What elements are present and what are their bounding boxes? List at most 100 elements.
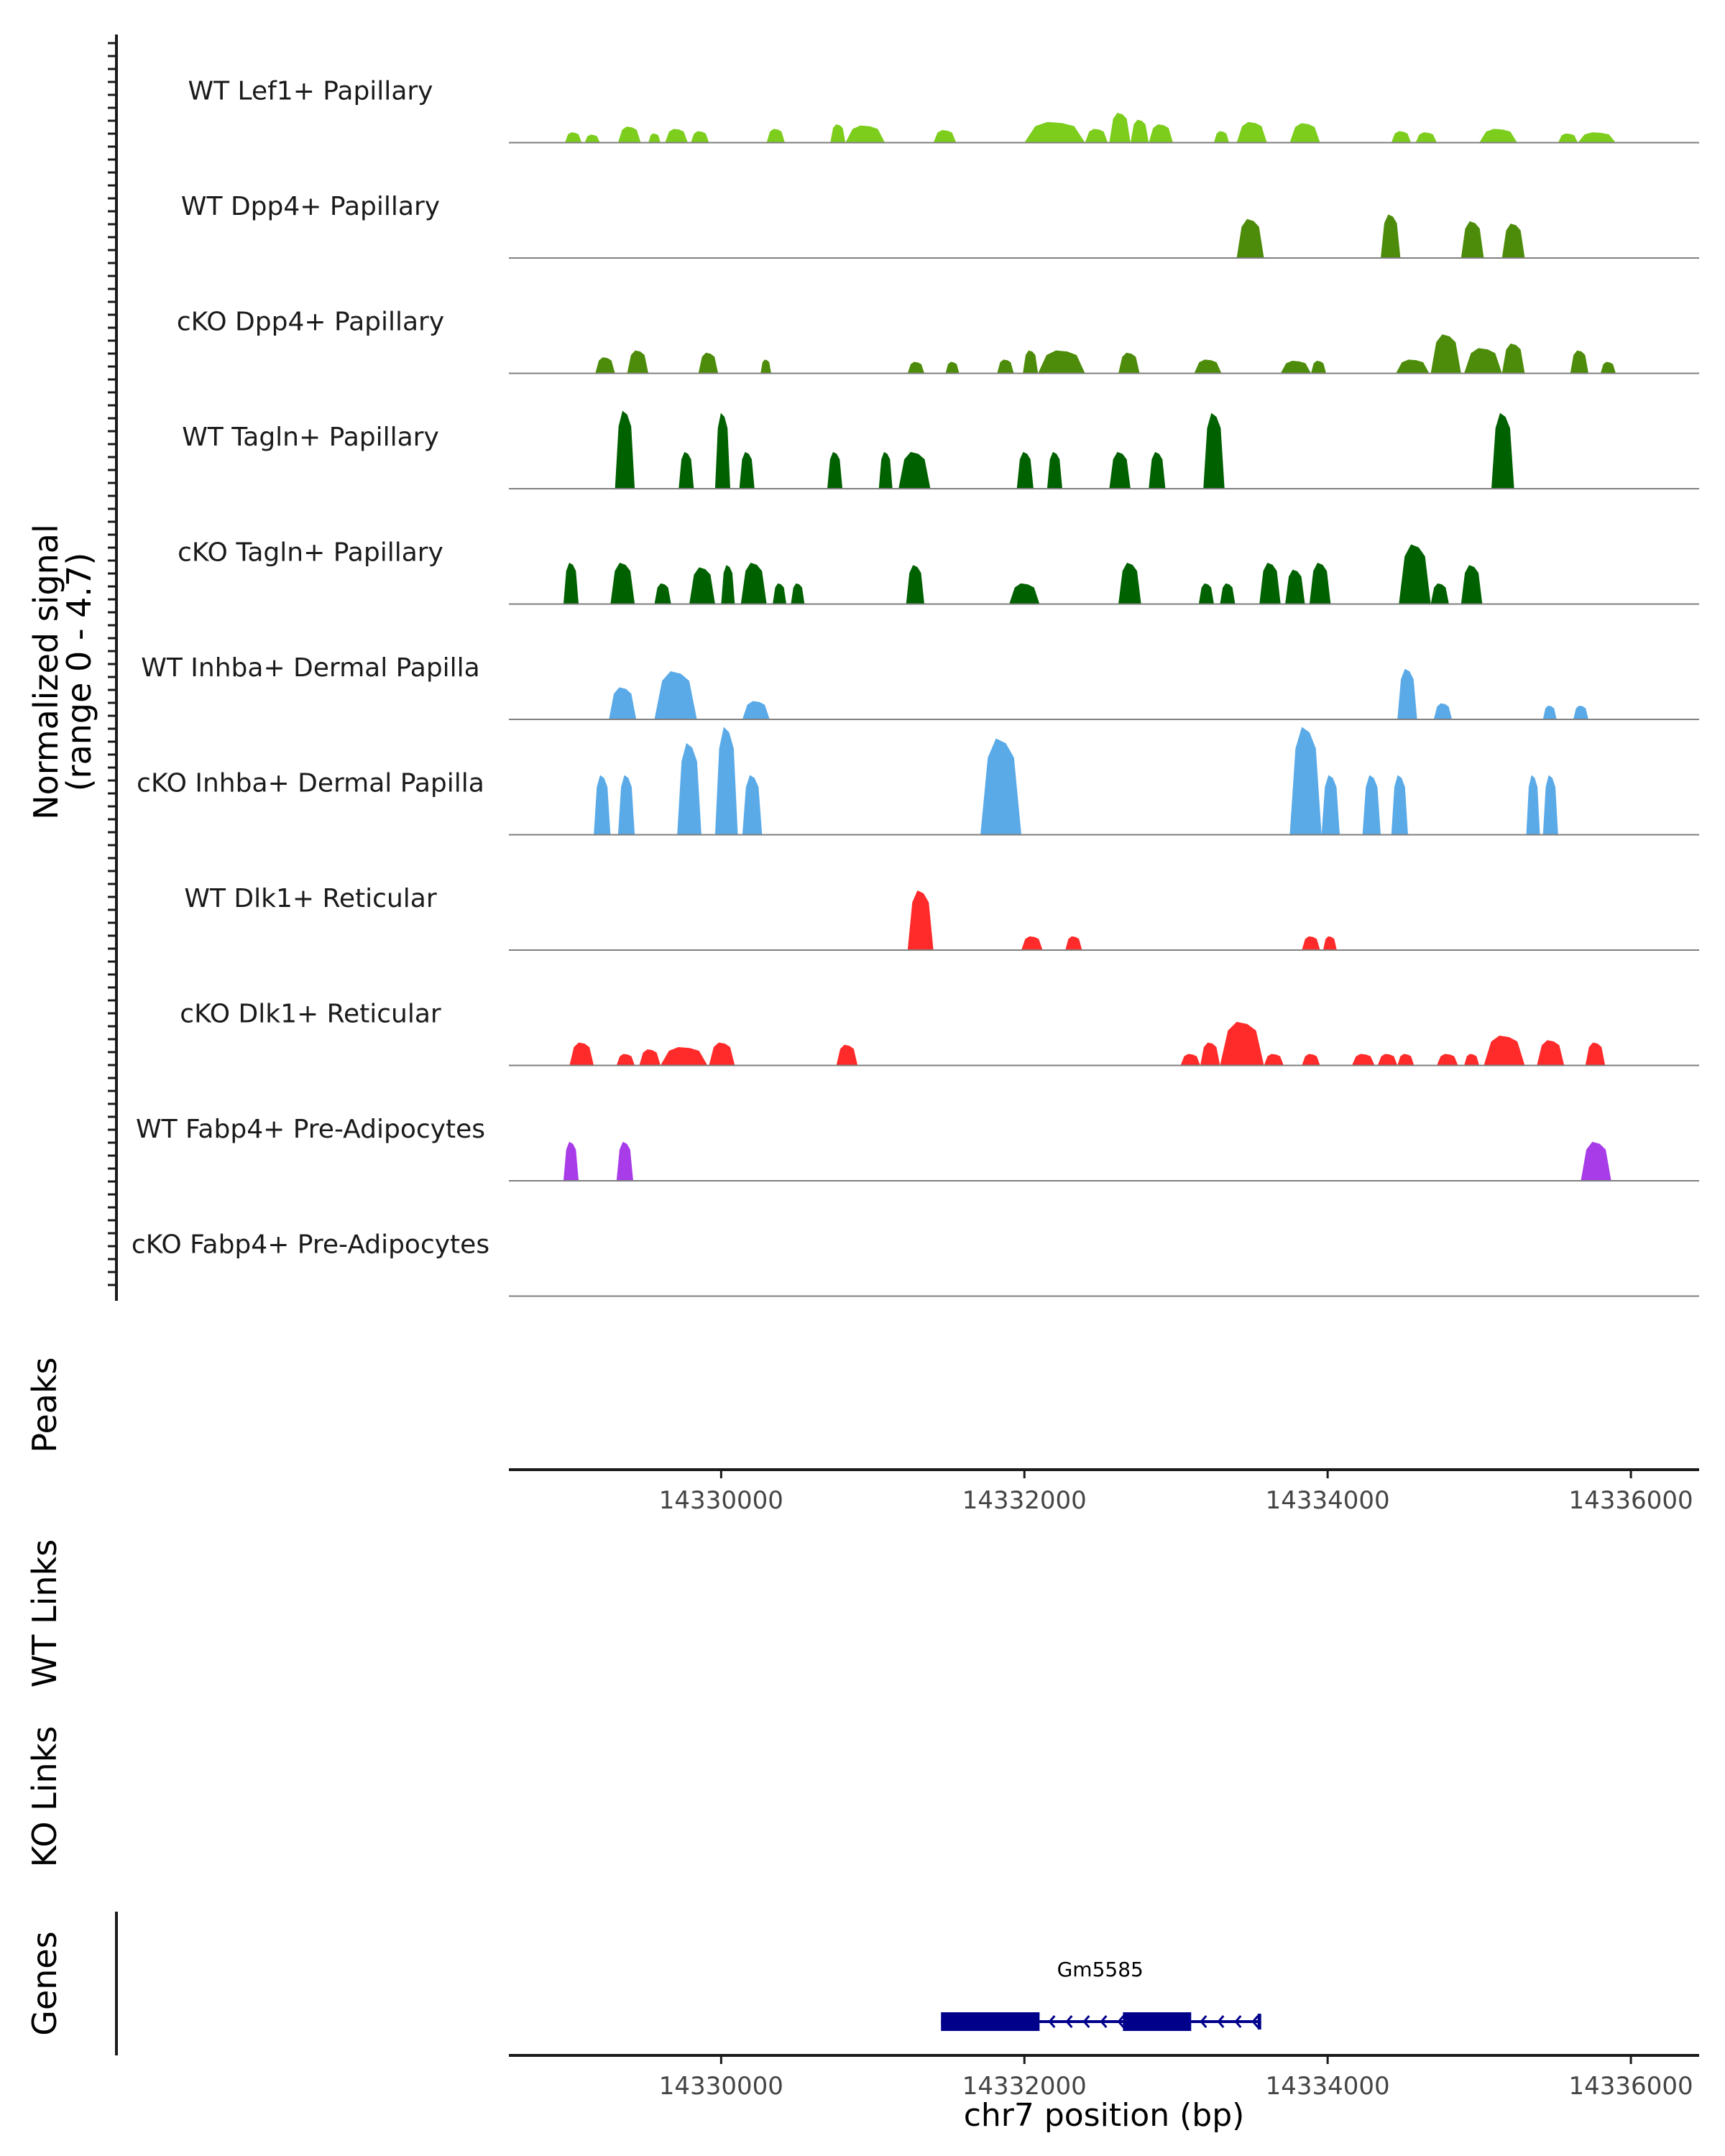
genes-x-tick-label-3: 14336000 [1569,2072,1693,2101]
track-2-peak-10 [1194,359,1222,374]
track-2-peak-14 [1430,334,1461,374]
track-3-peak-8 [1046,451,1062,489]
track-0-peak-6 [766,129,785,143]
track-label-9: WT Fabp4+ Pre-Adipocytes [136,1115,485,1144]
track-8-peak-12 [1377,1054,1398,1066]
coverage-tracks: WT Lef1+ Papillary WT Dpp4+ Papillary cKO … [132,77,1699,1297]
track-4-peak-9 [1009,583,1040,604]
genes-x-tick-label-2: 14334000 [1266,2072,1390,2101]
strand-chevron-6 [1217,2015,1225,2028]
track-4-peak-11 [1198,583,1214,604]
track-3-peak-4 [827,451,843,489]
track-label-6: cKO Inhba+ Dermal Papilla [137,769,484,798]
signal-axis-ticks [108,42,116,1286]
track-3-peak-7 [1016,451,1034,489]
gene-label: Gm5585 [1057,1958,1144,1981]
track-3-peak-2 [714,413,730,489]
track-8-peak-7 [1200,1042,1220,1066]
track-10: cKO Fabp4+ Pre-Adipocytes [132,1230,1699,1297]
track-2-peak-7 [1023,350,1039,374]
wt-links-panel-title: WT Links [25,1539,64,1687]
track-2: cKO Dpp4+ Papillary [177,308,1699,374]
track-6-peak-5 [980,738,1022,835]
track-4-peak-2 [654,583,671,604]
track-2-peak-1 [627,350,649,374]
track-9-peak-2 [1581,1141,1611,1181]
track-9-peak-0 [563,1141,579,1181]
track-3-peak-5 [878,451,893,489]
track-0-peak-14 [1149,124,1173,143]
track-4-peak-17 [1430,583,1449,604]
track-8-peak-10 [1302,1054,1320,1066]
track-5-peak-0 [609,687,637,719]
track-2-peak-2 [698,352,719,374]
track-3-peak-1 [678,451,694,489]
track-3-peak-10 [1149,451,1166,489]
track-6: cKO Inhba+ Dermal Papilla [137,727,1699,836]
track-6-peak-8 [1362,775,1381,835]
track-4-peak-12 [1220,583,1236,604]
track-4-peak-10 [1118,563,1141,604]
track-0: WT Lef1+ Papillary [188,77,1699,144]
strand-chevron-0 [1048,2015,1056,2028]
track-4-peak-13 [1259,563,1281,604]
track-4-peak-18 [1460,565,1483,604]
track-8-peak-8 [1220,1021,1264,1066]
track-8-peak-6 [1180,1054,1200,1066]
track-0-peak-0 [565,132,582,143]
track-7-peak-2 [1065,936,1082,950]
track-3-peak-6 [898,451,931,489]
track-4-peak-8 [906,565,925,604]
track-7-peak-0 [907,890,934,950]
track-0-peak-22 [1578,132,1616,143]
track-0-peak-20 [1479,129,1517,143]
track-8-peak-18 [1585,1042,1606,1066]
track-4-peak-4 [721,565,735,604]
track-2-peak-6 [997,359,1014,374]
track-3-peak-11 [1203,413,1225,489]
track-6-peak-10 [1526,775,1540,835]
track-2-peak-8 [1038,350,1085,374]
track-0-peak-19 [1415,132,1438,143]
peaks-x-tick-label-1: 14332000 [962,1486,1087,1515]
track-2-peak-18 [1600,361,1616,374]
track-0-peak-18 [1391,131,1412,143]
track-label-1: WT Dpp4+ Papillary [181,192,440,221]
track-4-peak-3 [689,567,715,604]
track-8-peak-11 [1351,1054,1375,1066]
track-6-peak-3 [714,727,738,835]
track-label-10: cKO Fabp4+ Pre-Adipocytes [132,1230,489,1260]
track-2-peak-17 [1570,350,1589,374]
track-5-peak-5 [1542,705,1557,719]
peaks-panel-title: Peaks [25,1357,64,1452]
track-label-3: WT Tagln+ Papillary [182,423,439,452]
track-label-7: WT Dlk1+ Reticular [184,884,436,913]
track-4-peak-16 [1399,544,1431,604]
strand-chevron-2 [1082,2015,1090,2028]
track-8-peak-9 [1264,1054,1284,1066]
track-4-peak-1 [610,563,635,604]
track-4-peak-14 [1285,569,1305,604]
peaks-x-tick-label-0: 14330000 [659,1486,783,1515]
track-0-peak-16 [1236,121,1267,143]
genes-panel-title: Genes [25,1931,64,2035]
track-0-peak-2 [617,126,641,143]
strand-chevron-7 [1234,2015,1242,2028]
track-5-peak-1 [654,671,697,719]
strand-chevron-8 [1251,2015,1259,2028]
track-7-peak-4 [1322,936,1337,950]
track-1-peak-2 [1460,221,1484,258]
strand-chevron-3 [1100,2015,1108,2028]
track-0-peak-5 [691,131,709,143]
track-6-peak-0 [594,775,611,835]
track-8-peak-14 [1437,1054,1458,1066]
track-4-peak-7 [791,583,805,604]
track-5-peak-4 [1433,703,1453,719]
peaks-x-tick-label-3: 14336000 [1569,1486,1693,1515]
gene-exon-1 [1123,2012,1192,2031]
track-6-peak-9 [1391,775,1408,835]
genes-x-tick-label-0: 14330000 [659,2072,783,2101]
strand-chevron-1 [1065,2015,1073,2028]
track-0-peak-1 [584,134,600,143]
track-6-peak-4 [742,775,763,835]
